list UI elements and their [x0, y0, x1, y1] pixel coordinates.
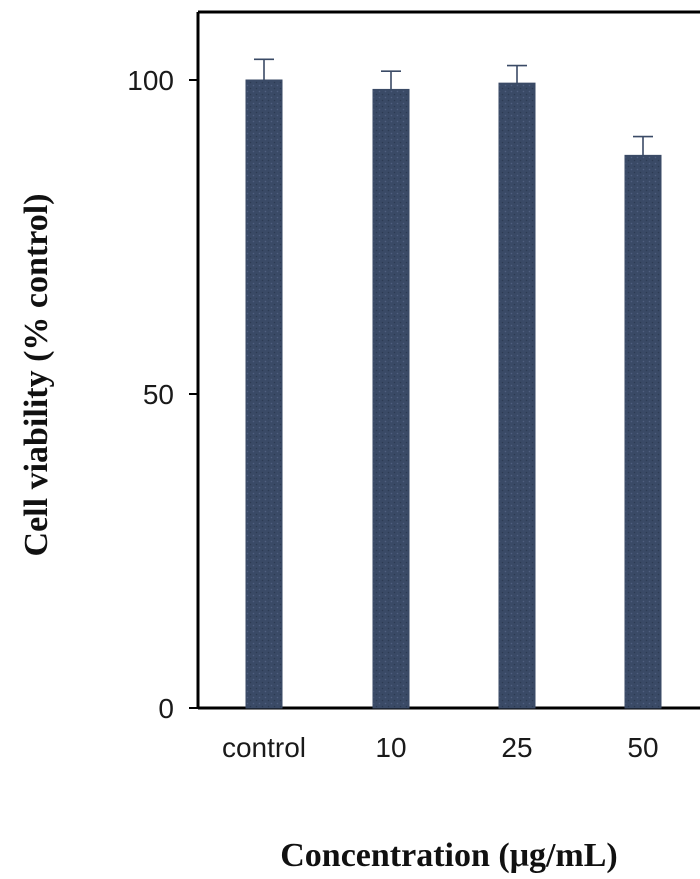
y-tick-label-1: 50	[143, 379, 174, 410]
x-tick-label-control: control	[222, 732, 306, 763]
x-axis-ticks: control 10 25 50	[222, 732, 659, 763]
error-bars	[254, 58, 653, 156]
bar-25	[498, 82, 536, 709]
x-axis-title: Concentration (μg/mL)	[280, 837, 618, 874]
y-axis-title: Cell viability (% control)	[18, 194, 55, 557]
x-tick-label-25: 25	[501, 732, 532, 763]
bars	[245, 79, 662, 709]
y-axis-ticks: 0 50 100	[127, 65, 198, 724]
y-tick-label-0: 0	[158, 693, 174, 724]
bar-control	[245, 79, 283, 709]
x-tick-label-50: 50	[627, 732, 658, 763]
y-tick-label-2: 100	[127, 65, 174, 96]
x-tick-label-10: 10	[375, 732, 406, 763]
bar-10	[372, 88, 410, 709]
bar-50	[624, 154, 662, 709]
